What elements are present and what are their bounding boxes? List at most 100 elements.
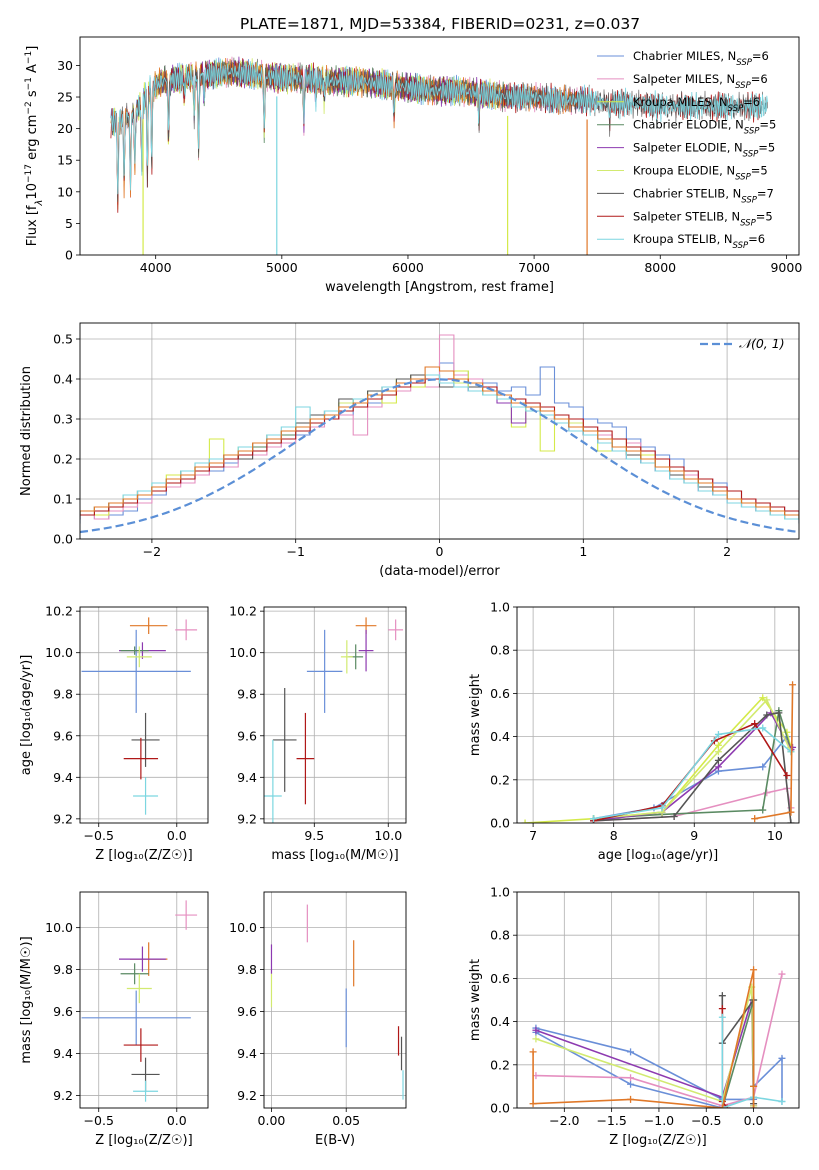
x-tick-label: −2.0 xyxy=(549,1113,579,1128)
x-axis-label: Z [log₁₀(Z/Z☉)] xyxy=(95,848,192,863)
plot-area-mass_vs_EBV xyxy=(270,904,404,1100)
x-tick-label: 0 xyxy=(436,544,444,559)
weight-marker xyxy=(750,1082,758,1090)
legend-label-eq: =5 xyxy=(756,209,773,223)
y-tick-label: 0.6 xyxy=(490,686,510,701)
weight-marker xyxy=(759,763,767,771)
histogram-orange xyxy=(80,366,799,520)
y-tick-label: 30 xyxy=(57,58,73,73)
y-axis-label-part: erg cm xyxy=(25,115,40,164)
legend-label-sub: SSP xyxy=(728,104,744,114)
y-tick-label: 1.0 xyxy=(490,885,510,900)
weight-marker xyxy=(763,789,771,797)
y-tick-label: 0.2 xyxy=(490,772,510,787)
legend-label-text: Chabrier ELODIE, N xyxy=(633,118,744,132)
y-tick-label: 20 xyxy=(57,121,73,136)
x-tick-label: −0.5 xyxy=(84,828,114,843)
y-axis-label: Normed distribution xyxy=(19,366,34,496)
y-axis-label: mass weight xyxy=(468,674,483,756)
x-tick-label: 0.0 xyxy=(167,828,187,843)
legend-label: Kroupa MILES, NSSP=6 xyxy=(633,95,760,114)
gaussian-curve xyxy=(80,378,799,534)
y-axis-label-part: −1 xyxy=(24,77,34,90)
x-axis-label: wavelength [Angstrom, rest frame] xyxy=(325,280,554,295)
y-axis-label-part: λ xyxy=(34,200,45,207)
y-tick-label: 10.2 xyxy=(45,604,73,619)
legend-label: Salpeter ELODIE, NSSP=5 xyxy=(633,141,775,160)
weight-marker xyxy=(778,970,786,978)
weight-marker xyxy=(759,694,767,702)
y-tick-label: 0.6 xyxy=(490,971,510,986)
legend-label-eq: =6 xyxy=(752,49,769,63)
x-tick-label: 10.0 xyxy=(374,828,402,843)
y-tick-label: 9.2 xyxy=(237,811,257,826)
y-tick-label: 9.2 xyxy=(237,1088,257,1103)
y-tick-label: 9.6 xyxy=(237,728,257,743)
y-axis-label: age [log₁₀(age/yr)] xyxy=(19,655,34,776)
y-axis-label-part: Flux [f xyxy=(25,205,40,246)
legend-label-sub: SSP xyxy=(741,195,757,205)
y-tick-label: 9.8 xyxy=(237,687,257,702)
x-tick-label: 5000 xyxy=(266,260,298,275)
axes-spectrum: 4000 5000 6000 7000 8000 9000 0 5 10 15 20 25 30 wave… xyxy=(24,36,802,295)
figure-title: PLATE=1871, MJD=53384, FIBERID=0231, z=0… xyxy=(240,15,640,33)
legend-label: Chabrier ELODIE, NSSP=5 xyxy=(633,118,776,137)
weight-marker xyxy=(532,1026,540,1034)
x-tick-label: 9 xyxy=(690,828,698,843)
weight-marker xyxy=(714,730,722,738)
y-axis-label-part: −17 xyxy=(24,164,34,183)
legend-label: Kroupa ELODIE, NSSP=5 xyxy=(633,164,768,183)
weight-marker xyxy=(718,1013,726,1021)
x-tick-label: 0.00 xyxy=(258,1113,286,1128)
y-tick-label: 9.2 xyxy=(53,1088,73,1103)
legend-label-eq: =6 xyxy=(743,95,760,109)
legend-label: Chabrier STELIB, NSSP=7 xyxy=(633,186,774,205)
y-axis-label: mass [log₁₀(M/M☉)] xyxy=(19,936,34,1063)
chart-layer: 4000 5000 6000 7000 8000 9000051015202530wave… xyxy=(19,36,802,1148)
axes-residuals: −2 −1 0 1 2 0.0 0.1 0.2 0.3 0.4 0.5 (data-model)/er… xyxy=(19,322,800,579)
x-tick-label: −0.5 xyxy=(691,1113,721,1128)
weight-marker xyxy=(532,1035,540,1043)
weight-marker xyxy=(714,756,722,764)
axes-mass_vs_Z: −0.5 0.0 9.2 9.4 9.6 9.8 10.0 Z [log₁₀(Z/Z☉)] ma… xyxy=(19,891,209,1148)
weight-marker xyxy=(783,771,791,779)
axes-frame xyxy=(516,606,800,824)
y-tick-label: 0 xyxy=(65,248,73,263)
weight-marker xyxy=(529,1048,537,1056)
spectrum-line-kroupa_stelib xyxy=(110,58,768,195)
x-tick-label: 7 xyxy=(529,828,537,843)
y-axis-label-part: s xyxy=(25,90,40,101)
y-tick-label: 10.0 xyxy=(45,645,73,660)
weight-marker xyxy=(751,720,759,728)
y-tick-label: 0.8 xyxy=(490,928,510,943)
y-axis-label: Flux [fλ10−17 erg cm−2 s−1 A−1] xyxy=(24,46,45,247)
weight-marker xyxy=(787,808,795,816)
y-tick-label: 0.0 xyxy=(490,816,510,831)
weight-marker xyxy=(789,681,797,689)
axes-age_vs_mass: 9.5 10.0 9.2 9.4 9.6 9.8 10.0 10.2 mass [log₁₀(M… xyxy=(229,604,407,863)
y-tick-label: 9.6 xyxy=(237,1004,257,1019)
legend-label-text: Chabrier STELIB, N xyxy=(633,186,741,200)
weight-marker xyxy=(718,1104,726,1108)
axes-mass_vs_EBV: 0.00 0.05 9.2 9.4 9.6 9.8 10.0 E(B-V) xyxy=(229,891,407,1148)
legend-label-eq: =5 xyxy=(758,141,775,155)
y-axis-label-part: 10 xyxy=(25,183,40,200)
legend-label: Chabrier MILES, NSSP=6 xyxy=(633,49,769,68)
x-tick-label: 8 xyxy=(610,828,618,843)
y-axis-label: mass weight xyxy=(468,959,483,1041)
x-axis-label: (data-model)/error xyxy=(379,564,500,579)
legend-label-eq: =5 xyxy=(751,164,768,178)
histogram-kroupa_stelib xyxy=(80,374,799,524)
y-tick-label: 0.4 xyxy=(53,372,73,387)
weight-marker xyxy=(627,1074,635,1082)
weight-marker xyxy=(718,992,726,1000)
legend-label-text: Salpeter MILES, N xyxy=(633,72,735,86)
axes-frame xyxy=(79,891,209,1109)
axes-frame xyxy=(79,322,800,540)
weight-marker xyxy=(670,813,678,821)
weight-marker xyxy=(521,819,529,823)
plot-area-mass_weight_vs_age xyxy=(521,681,797,823)
y-tick-label: 0.8 xyxy=(490,643,510,658)
